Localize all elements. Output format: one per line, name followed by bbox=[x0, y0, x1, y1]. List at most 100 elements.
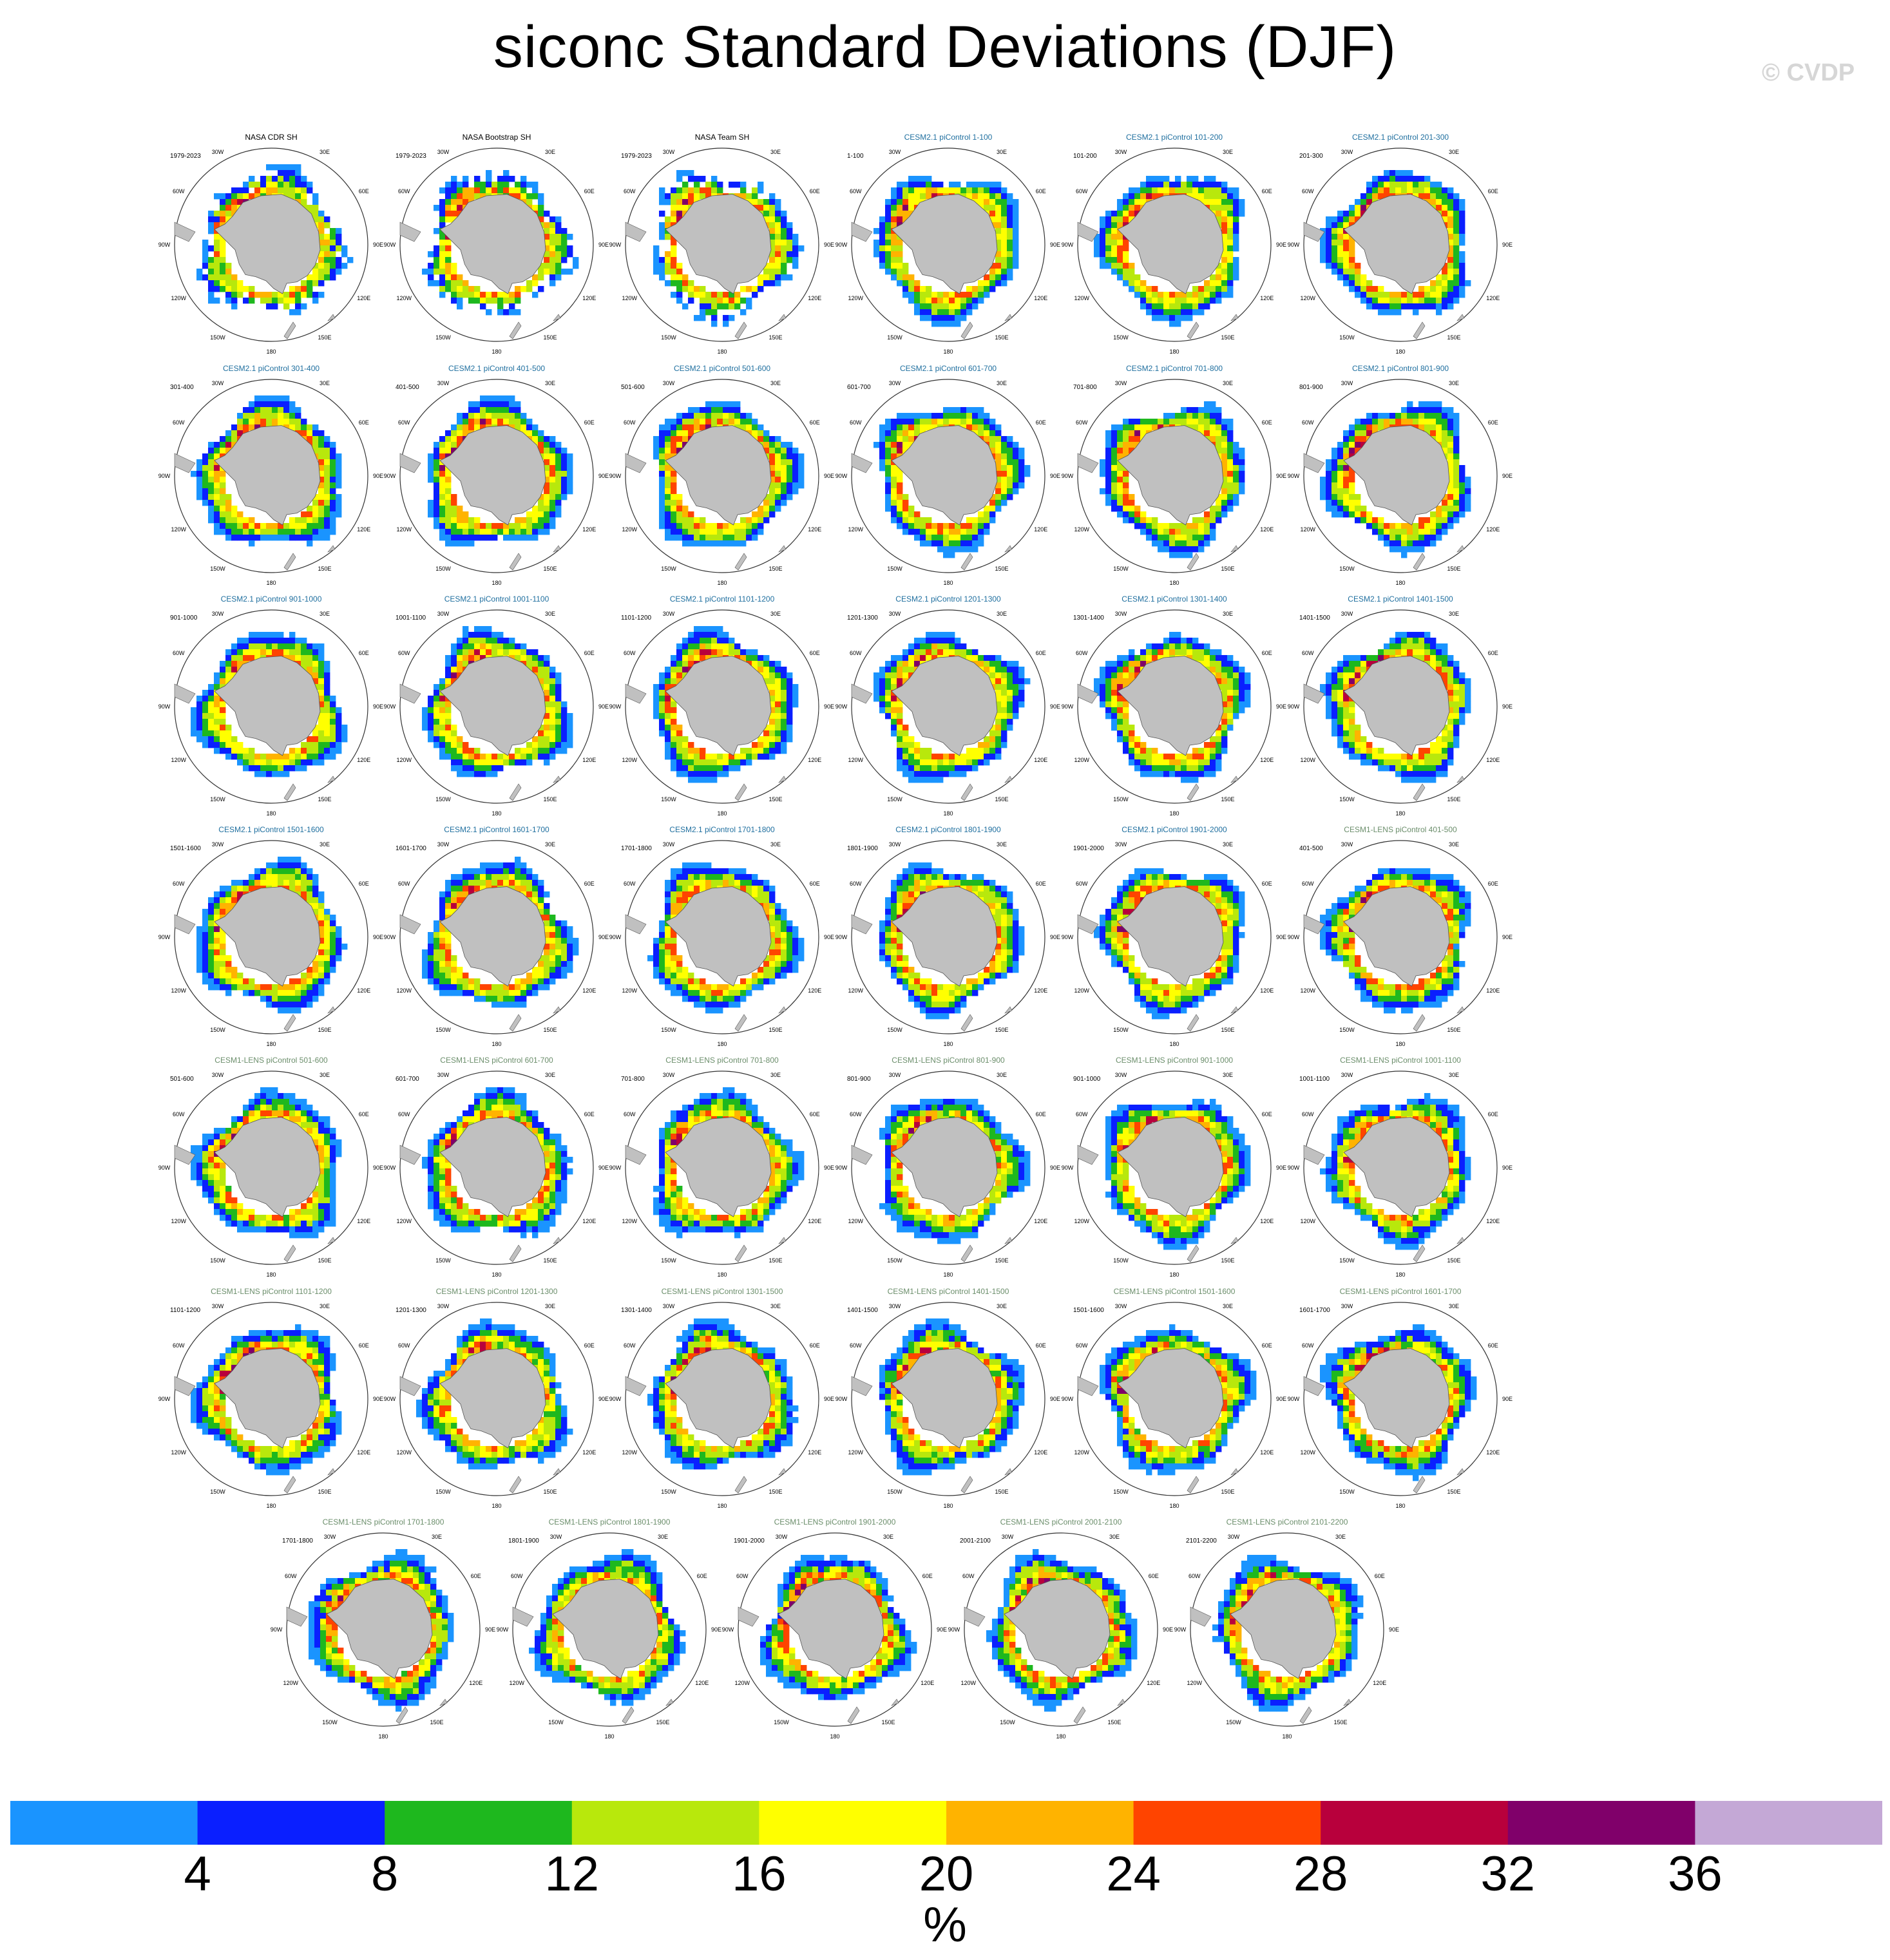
lon-label: 90E bbox=[598, 934, 609, 940]
map-panel: 030E60E90E120E150E180150W120W90W60W30WCE… bbox=[948, 1517, 1174, 1749]
lon-label: 180 bbox=[492, 580, 501, 586]
panel-period: 101-200 bbox=[1073, 153, 1097, 160]
lon-label: 60E bbox=[1262, 419, 1272, 426]
lon-label: 120W bbox=[622, 295, 637, 301]
map-panel: 030E60E90E120E150E180150W120W90W60W30WCE… bbox=[1062, 1286, 1287, 1518]
panel-period: 1601-1700 bbox=[396, 845, 426, 852]
lon-label: 120W bbox=[1074, 295, 1089, 301]
lon-label: 180 bbox=[717, 1041, 727, 1047]
lon-label: 60E bbox=[359, 1342, 369, 1349]
lon-label: 60W bbox=[624, 419, 636, 426]
lon-label: 150E bbox=[768, 566, 782, 572]
lon-label: 30E bbox=[770, 1072, 781, 1078]
lon-label: 60E bbox=[359, 650, 369, 656]
lon-label: 150E bbox=[768, 334, 782, 341]
lon-label: 30E bbox=[997, 1303, 1007, 1309]
lon-label: 60W bbox=[1076, 880, 1088, 887]
lon-label: 90W bbox=[1288, 242, 1300, 248]
lon-label: 60E bbox=[359, 1111, 369, 1118]
lon-label: 30E bbox=[320, 380, 330, 386]
lon-label: 150E bbox=[318, 566, 331, 572]
map-panel: 030E60E90E120E150E180150W120W90W60W30WCE… bbox=[1288, 132, 1513, 364]
lon-label: 30E bbox=[1449, 149, 1459, 155]
lon-label: 30E bbox=[545, 611, 555, 617]
lon-label: 90W bbox=[835, 1396, 848, 1402]
lon-label: 180 bbox=[717, 580, 727, 586]
panel-title: CESM2.1 piControl 501-600 bbox=[673, 364, 771, 373]
panel-title: CESM1-LENS piControl 1401-1500 bbox=[887, 1287, 1009, 1296]
lon-label: 60W bbox=[850, 188, 862, 195]
map-panel: 030E60E90E120E150E180150W120W90W60W30WCE… bbox=[835, 824, 1061, 1056]
lon-label: 90W bbox=[609, 242, 622, 248]
panel-period: 1101-1200 bbox=[621, 614, 652, 622]
map-panel: 030E60E90E120E150E180150W120W90W60W30WCE… bbox=[1288, 1055, 1513, 1287]
lon-label: 120W bbox=[1300, 757, 1315, 763]
lon-label: 150E bbox=[318, 796, 331, 803]
lon-label: 90E bbox=[598, 242, 609, 248]
lon-label: 90E bbox=[1050, 703, 1060, 710]
lon-label: 90E bbox=[1276, 934, 1286, 940]
colorbar-tick-label: 12 bbox=[544, 1847, 600, 1901]
lon-label: 150W bbox=[661, 1489, 676, 1495]
lon-label: 90W bbox=[158, 703, 171, 710]
panel-title: CESM2.1 piControl 101-200 bbox=[1125, 133, 1223, 142]
lon-label: 90W bbox=[158, 934, 171, 940]
lon-label: 90W bbox=[384, 1165, 396, 1171]
colorbar-segment-7 bbox=[1321, 1801, 1509, 1845]
panel-period: 2101-2200 bbox=[1186, 1537, 1217, 1545]
lon-label: 90E bbox=[373, 1396, 383, 1402]
lon-label: 120E bbox=[808, 1449, 821, 1456]
lon-label: 60E bbox=[1149, 1573, 1159, 1579]
panel-title: CESM2.1 piControl 1501-1600 bbox=[218, 825, 324, 834]
lon-label: 120W bbox=[848, 526, 863, 533]
lon-label: 150W bbox=[1113, 334, 1129, 341]
lon-label: 90E bbox=[1502, 1165, 1513, 1171]
lon-label: 120E bbox=[1034, 1449, 1047, 1456]
lon-label: 60W bbox=[850, 419, 862, 426]
lon-label: 60E bbox=[1488, 880, 1498, 887]
lon-label: 90W bbox=[835, 473, 848, 479]
lon-label: 30E bbox=[770, 841, 781, 848]
lon-label: 90W bbox=[158, 473, 171, 479]
lon-label: 60W bbox=[1076, 188, 1088, 195]
map-panel: 030E60E90E120E150E180150W120W90W60W30WCE… bbox=[609, 824, 835, 1056]
lon-label: 90W bbox=[384, 934, 396, 940]
lon-label: 60E bbox=[584, 188, 595, 195]
lon-label: 30W bbox=[1115, 149, 1127, 155]
lon-label: 120W bbox=[622, 1218, 637, 1224]
colorbar bbox=[10, 1801, 1882, 1845]
map-panel: 030E60E90E120E150E180150W120W90W60W30WCE… bbox=[1062, 132, 1287, 364]
lon-label: 90W bbox=[384, 242, 396, 248]
lon-label: 150E bbox=[543, 334, 557, 341]
lon-label: 30W bbox=[889, 149, 901, 155]
lon-label: 180 bbox=[943, 810, 953, 817]
lon-label: 90E bbox=[1276, 1165, 1286, 1171]
lon-label: 60E bbox=[584, 1111, 595, 1118]
lon-label: 180 bbox=[378, 1733, 388, 1740]
panel-title: CESM1-LENS piControl 501-600 bbox=[215, 1056, 328, 1065]
panel-title: CESM1-LENS piControl 1101-1200 bbox=[211, 1287, 332, 1296]
lon-label: 30E bbox=[658, 1534, 668, 1540]
lon-label: 60W bbox=[173, 1342, 185, 1349]
lon-label: 150W bbox=[661, 1257, 676, 1264]
lon-label: 120W bbox=[171, 987, 186, 994]
lon-label: 150E bbox=[768, 1489, 782, 1495]
lon-label: 30W bbox=[437, 1072, 450, 1078]
panel-title: CESM1-LENS piControl 701-800 bbox=[665, 1056, 779, 1065]
lon-label: 150W bbox=[548, 1719, 564, 1726]
lon-label: 30E bbox=[1449, 1072, 1459, 1078]
lon-label: 60W bbox=[285, 1573, 297, 1579]
lon-label: 180 bbox=[943, 1041, 953, 1047]
lon-label: 30E bbox=[997, 380, 1007, 386]
lon-label: 90E bbox=[373, 242, 383, 248]
lon-label: 30E bbox=[1449, 380, 1459, 386]
lon-label: 120E bbox=[808, 295, 821, 301]
